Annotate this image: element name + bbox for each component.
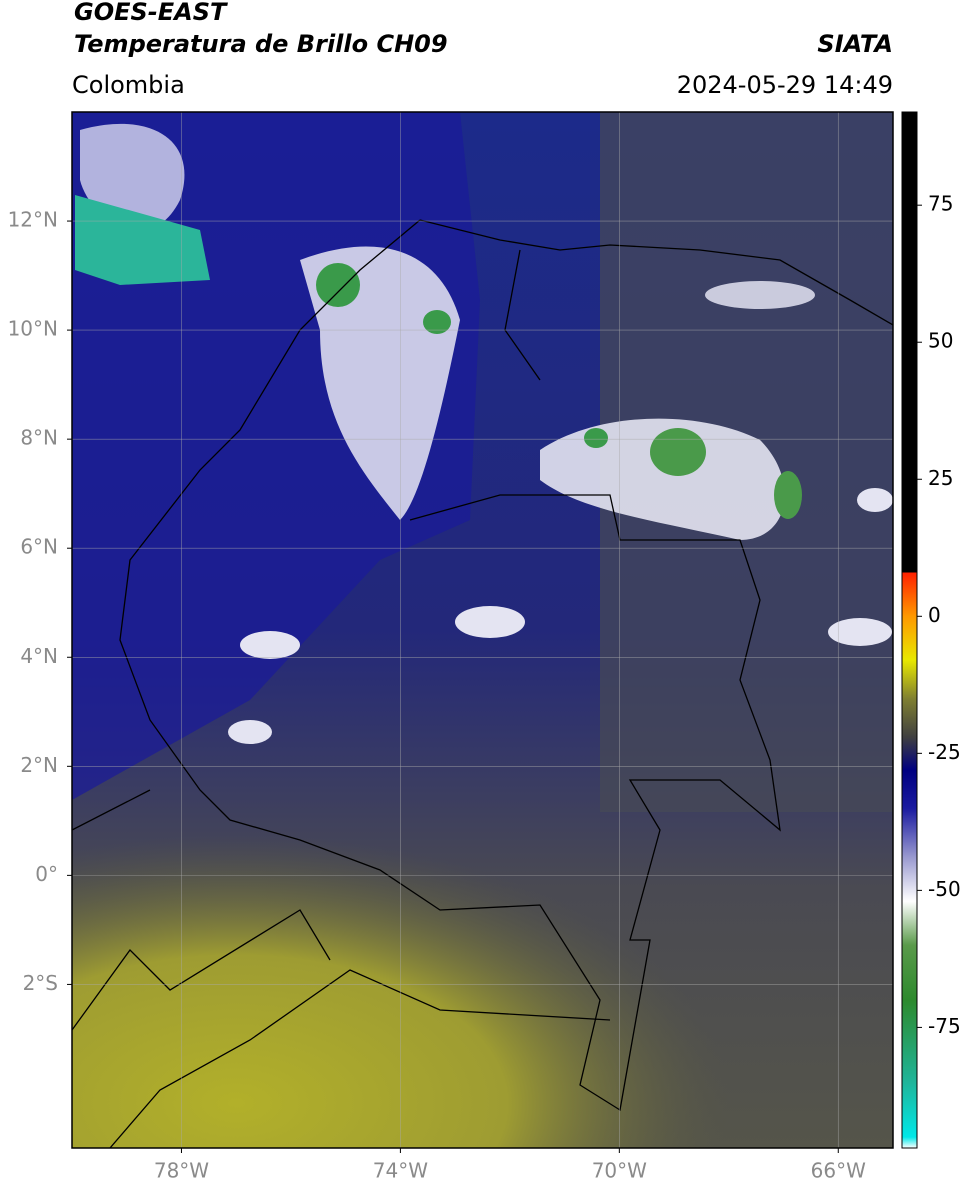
lat-tick-label: 2°S: [23, 971, 58, 995]
lat-tick-label: 0°: [35, 862, 58, 886]
agency: SIATA: [817, 30, 893, 58]
colorbar-tick-label: 75: [928, 192, 953, 216]
datetime: 2024-05-29 14:49: [677, 71, 893, 99]
image-cloud: [316, 263, 360, 307]
image-cloud: [423, 310, 451, 334]
satellite-image: [72, 112, 893, 1148]
colorbar-tick-label: -50: [928, 877, 961, 901]
lon-tick-label: 70°W: [592, 1159, 647, 1183]
lat-tick-label: 6°N: [20, 535, 58, 559]
colorbar-tick-label: 50: [928, 329, 953, 353]
image-cloud: [774, 471, 802, 519]
lon-tick-label: 78°W: [154, 1159, 209, 1183]
image-cloud: [857, 488, 893, 512]
lat-tick-label: 2°N: [20, 753, 58, 777]
image-cloud: [705, 281, 815, 309]
image-cloud: [828, 618, 892, 646]
image-cloud: [228, 720, 272, 744]
image-cloud: [540, 418, 785, 540]
lon-tick-label: 74°W: [373, 1159, 428, 1183]
satellite: GOES-EAST: [74, 0, 228, 26]
map-frame: [71, 111, 894, 1149]
image-cloud: [455, 606, 525, 638]
graticule: [72, 112, 893, 1148]
image-cloud: [584, 428, 608, 448]
colorbar: [901, 111, 918, 1149]
image-cloud: [650, 428, 706, 476]
image-cloud: [75, 195, 210, 285]
colorbar-tick-label: -75: [928, 1014, 961, 1038]
lon-tick-label: 66°W: [811, 1159, 866, 1183]
lat-tick-label: 12°N: [8, 208, 58, 232]
colorbar-tick-label: -25: [928, 740, 961, 764]
image-warm: [72, 700, 893, 1148]
lat-tick-label: 8°N: [20, 426, 58, 450]
lat-tick-label: 4°N: [20, 644, 58, 668]
image-cloud: [240, 631, 300, 659]
image-cloud: [300, 246, 460, 520]
product: Temperatura de Brillo CH09: [74, 30, 448, 58]
colorbar-tick-label: 25: [928, 466, 953, 490]
colorbar-tick-label: 0: [928, 603, 941, 627]
region: Colombia: [72, 71, 185, 99]
lat-tick-label: 10°N: [8, 317, 58, 341]
